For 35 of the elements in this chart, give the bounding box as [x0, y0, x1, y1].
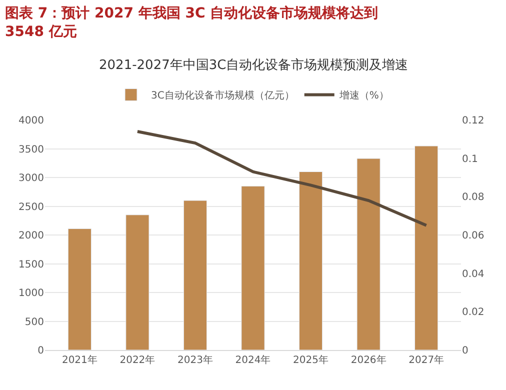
y2-tick-label: 0.06 — [462, 230, 484, 242]
y-tick-label: 3500 — [18, 144, 44, 156]
chart-subtitle: 2021-2027年中国3C自动化设备市场规模预测及增速 — [99, 58, 408, 73]
bar — [414, 146, 438, 350]
bar — [183, 200, 208, 350]
bar — [68, 228, 92, 350]
y-tick-label: 2000 — [18, 230, 44, 242]
bar — [241, 186, 265, 350]
bar — [126, 214, 150, 350]
bar — [298, 172, 323, 350]
x-tick-label: 2026年 — [350, 354, 386, 366]
bar — [356, 158, 380, 350]
x-tick-label: 2023年 — [177, 354, 213, 366]
line-series — [136, 130, 428, 227]
y-tick-label: 0 — [38, 346, 44, 356]
y-tick-label: 1000 — [18, 288, 44, 299]
y2-tick-label: 0.1 — [462, 154, 478, 165]
legend-label: 3C自动化设备市场规模（亿元） — [151, 90, 294, 102]
x-tick-label: 2024年 — [235, 354, 271, 366]
y-tick-label: 3000 — [18, 173, 44, 184]
chart-title: 图表 7：预计 2027 年我国 3C 自动化设备市场规模将达到 3548 亿元 — [5, 4, 378, 40]
x-tick-label: 2027年 — [408, 354, 444, 366]
y2-tick-label: 0 — [462, 346, 468, 356]
y2-tick-label: 0.02 — [462, 307, 484, 318]
legend-label: 增速（%） — [338, 90, 389, 102]
x-tick-label: 2021年 — [62, 354, 98, 366]
y-tick-label: 4000 — [18, 116, 44, 126]
y2-tick-label: 0.04 — [462, 268, 484, 280]
y-tick-label: 2500 — [18, 202, 44, 213]
y-tick-label: 1500 — [18, 259, 44, 270]
y2-tick-label: 0.12 — [462, 116, 484, 126]
y-tick-label: 500 — [24, 316, 44, 328]
x-tick-label: 2025年 — [293, 354, 329, 366]
x-tick-label: 2022年 — [120, 354, 156, 366]
y2-tick-label: 0.08 — [462, 192, 484, 204]
